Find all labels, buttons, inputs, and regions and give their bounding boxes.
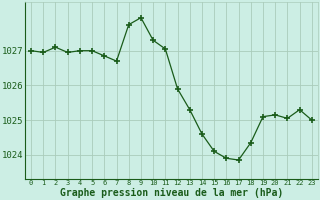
X-axis label: Graphe pression niveau de la mer (hPa): Graphe pression niveau de la mer (hPa) bbox=[60, 188, 283, 198]
